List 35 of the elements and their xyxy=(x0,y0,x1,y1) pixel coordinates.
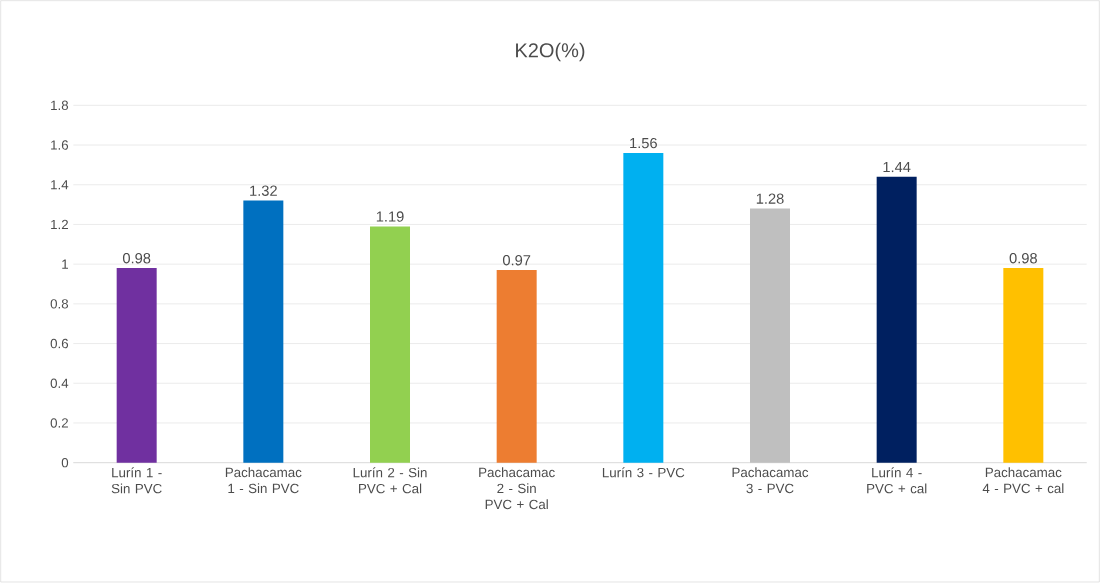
data-label: 1.19 xyxy=(376,211,404,222)
data-label: 0.98 xyxy=(122,253,151,264)
x-tick-label: Pachacamac 4 - PVC + cal xyxy=(982,467,1064,494)
bar xyxy=(496,270,537,463)
y-tick-label: 0.4 xyxy=(50,378,69,389)
bar xyxy=(1003,268,1044,463)
y-tick-label: 1.8 xyxy=(51,100,69,111)
y-tick-label: 1 xyxy=(62,259,68,269)
bar xyxy=(243,200,284,463)
data-label: 1.56 xyxy=(630,138,657,149)
x-tick-label: Lurín 4 - PVC + cal xyxy=(867,467,927,494)
x-tick-label: Pachacamac 2 - Sin PVC + Cal xyxy=(479,467,555,510)
data-label: 1.32 xyxy=(250,185,277,197)
x-tick-label: Lurín 2 - Sin PVC + Cal xyxy=(353,467,427,494)
bar xyxy=(750,208,790,463)
bar xyxy=(876,176,917,463)
y-tick-label: 0.6 xyxy=(50,339,69,349)
x-tick-label: Pachacamac 1 - Sin PVC xyxy=(225,467,302,494)
bar xyxy=(116,268,157,463)
data-label: 0.97 xyxy=(502,255,531,266)
y-tick-label: 1.6 xyxy=(51,140,69,150)
y-tick-label: 0.8 xyxy=(50,299,69,309)
chart-title: K2O(%) xyxy=(516,42,585,62)
bar xyxy=(623,153,664,463)
x-tick-label: Lurín 1 - Sin PVC xyxy=(111,467,162,494)
bar xyxy=(370,226,411,463)
y-tick-label: 0.2 xyxy=(50,418,68,428)
y-tick-label: 1.4 xyxy=(51,180,69,190)
x-tick-label: Pachacamac 3 - PVC xyxy=(732,467,809,494)
y-tick-label: 0 xyxy=(61,458,69,468)
data-label: 0.98 xyxy=(1009,253,1037,264)
y-tick-label: 1.2 xyxy=(51,219,68,230)
x-tick-label: Lurín 3 - PVC xyxy=(602,467,685,478)
data-label: 1.28 xyxy=(756,193,784,205)
data-label: 1.44 xyxy=(883,162,911,173)
